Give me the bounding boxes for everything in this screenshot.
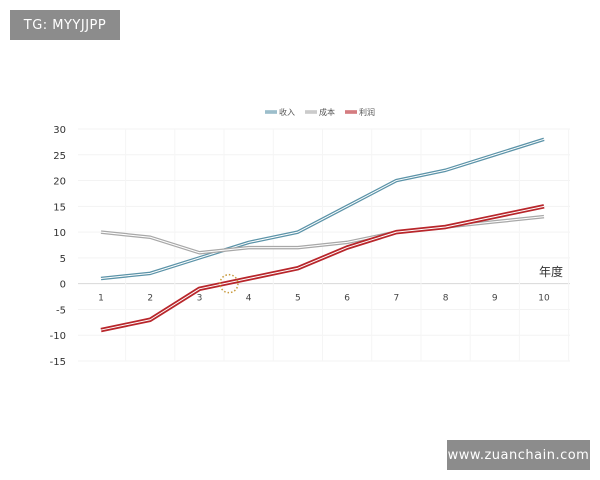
series-line-inner [100, 216, 545, 254]
x-tick-label: 7 [393, 294, 399, 304]
y-tick-label: 5 [60, 254, 66, 265]
legend-label: 成本 [319, 107, 335, 117]
y-tick-label: -15 [50, 357, 66, 368]
x-axis-label: 年度 [539, 264, 563, 279]
y-tick-label: -5 [56, 305, 66, 316]
y-tick-label: 15 [53, 202, 66, 213]
x-tick-label: 6 [344, 294, 350, 304]
x-tick-label: 1 [98, 294, 104, 304]
y-tick-label: 20 [53, 177, 66, 188]
x-tick-label: 10 [538, 294, 550, 304]
x-tick-label: 9 [492, 294, 498, 304]
y-tick-label: 0 [60, 280, 66, 291]
watermark-top-left: TG: MYYJJPP [10, 10, 120, 40]
annotation-circle [219, 273, 239, 294]
y-tick-label: 30 [53, 125, 66, 136]
y-tick-label: 25 [53, 151, 66, 162]
x-tick-label: 3 [197, 294, 203, 304]
x-tick-label: 2 [147, 294, 153, 304]
series-line-inner [100, 205, 545, 331]
legend-label: 收入 [279, 107, 295, 117]
legend-label: 利润 [359, 107, 375, 117]
x-tick-label: 5 [295, 294, 301, 304]
y-tick-label: 10 [53, 228, 66, 239]
x-tick-label: 8 [443, 294, 449, 304]
y-tick-label: -10 [50, 331, 66, 342]
series-line-inner [100, 138, 545, 280]
watermark-bottom-right: www.zuanchain.com [447, 440, 590, 470]
x-tick-label: 4 [246, 294, 252, 304]
